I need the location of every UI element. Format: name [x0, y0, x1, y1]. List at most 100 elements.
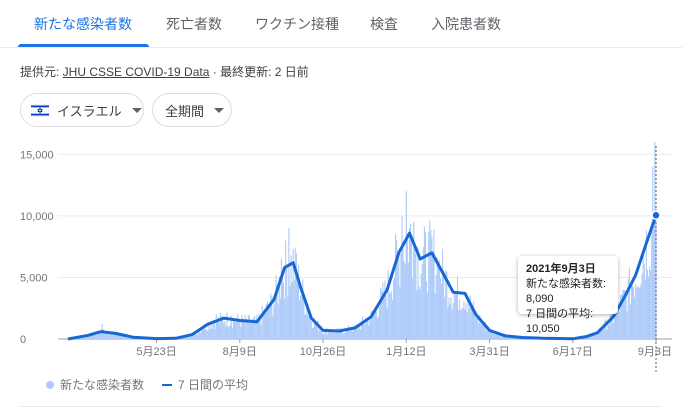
daily-bar — [464, 309, 466, 339]
daily-bar — [204, 323, 206, 339]
daily-bar — [318, 330, 320, 339]
daily-bar — [228, 326, 230, 339]
daily-bar — [115, 331, 117, 339]
daily-bar — [387, 270, 389, 339]
daily-bar — [278, 276, 280, 339]
daily-bar — [591, 333, 593, 339]
daily-bar — [349, 331, 351, 339]
daily-bar — [108, 334, 110, 339]
tab-hospitalizations[interactable]: 入院患者数 — [431, 16, 501, 32]
daily-bar — [385, 295, 387, 339]
daily-bar — [261, 305, 263, 339]
daily-bar — [116, 333, 118, 339]
daily-bar — [194, 334, 196, 339]
daily-bar-spike — [430, 242, 432, 339]
daily-bar — [351, 330, 353, 339]
y-tick-label: 5,000 — [20, 272, 48, 284]
daily-bar — [476, 311, 478, 339]
daily-bar — [87, 335, 89, 339]
daily-bar — [614, 309, 616, 339]
daily-bar — [106, 333, 109, 339]
daily-bar — [482, 324, 484, 339]
x-tick-label: 10月26日 — [300, 346, 346, 358]
daily-bar — [198, 330, 200, 339]
daily-bar-spike — [215, 314, 217, 339]
daily-bar — [623, 290, 625, 339]
tab-testing[interactable]: 検査 — [370, 16, 398, 32]
daily-bar — [471, 308, 474, 339]
daily-bar — [81, 337, 83, 339]
daily-bar — [302, 279, 304, 339]
tab-deaths[interactable]: 死亡者数 — [166, 16, 222, 32]
daily-bar — [225, 326, 227, 339]
line-legend-swatch — [162, 383, 173, 386]
daily-bar — [238, 320, 240, 339]
daily-bar — [397, 250, 399, 339]
daily-bar — [355, 324, 357, 339]
x-tick-label: 5月23日 — [136, 346, 176, 358]
country-dropdown[interactable]: イスラエル — [20, 93, 144, 127]
daily-bar — [319, 328, 321, 339]
daily-bar — [211, 328, 213, 339]
daily-bar — [423, 226, 425, 339]
daily-bar — [359, 329, 361, 339]
daily-bar — [224, 321, 226, 339]
daily-bar — [275, 275, 277, 339]
daily-bar — [270, 293, 272, 339]
daily-bar — [628, 267, 630, 339]
tab-vaccinations[interactable]: ワクチン接種 — [255, 16, 339, 32]
source-link[interactable]: JHU CSSE COVID-19 Data — [62, 65, 210, 79]
daily-bar — [207, 330, 209, 339]
daily-bar — [630, 286, 633, 339]
daily-bar — [307, 315, 309, 339]
daily-bar — [323, 333, 325, 339]
chart-tooltip: 2021年9月3日 新たな感染者数: 8,090 7 日間の平均: 10,050 — [518, 256, 618, 335]
daily-bar — [507, 336, 509, 339]
daily-bar-spike — [655, 239, 657, 339]
daily-bar — [625, 291, 627, 339]
daily-bar — [588, 335, 590, 339]
daily-bar — [436, 257, 438, 339]
tab-new-cases[interactable]: 新たな感染者数 — [34, 16, 132, 32]
daily-bar — [306, 307, 308, 339]
daily-bar — [343, 332, 345, 339]
daily-bar — [646, 269, 649, 339]
daily-bar — [375, 311, 377, 339]
daily-bar — [404, 264, 406, 339]
daily-bar — [417, 247, 419, 339]
daily-bar — [195, 332, 197, 339]
daily-bar — [456, 276, 459, 339]
daily-bar — [329, 331, 332, 339]
daily-bar — [488, 332, 491, 339]
daily-bar — [420, 273, 422, 339]
daily-bar — [474, 309, 476, 339]
daily-bar — [217, 316, 220, 339]
daily-bar — [373, 311, 375, 339]
daily-bar — [259, 319, 261, 339]
daily-bar — [197, 332, 199, 339]
daily-bar — [604, 320, 606, 339]
daily-bar — [501, 335, 503, 339]
period-dropdown[interactable]: 全期間 — [152, 93, 232, 127]
daily-bar — [633, 286, 635, 339]
daily-bar — [608, 324, 610, 339]
daily-bar — [629, 304, 631, 339]
daily-bar — [117, 335, 119, 339]
daily-bar — [121, 334, 123, 339]
cases-chart[interactable]: 0 5,000 10,000 15,000 5月23日 8月9日 10月26日 1月12日 3月… — [0, 140, 682, 372]
daily-bar — [200, 329, 202, 339]
daily-bar — [127, 337, 129, 339]
daily-bar — [274, 298, 276, 339]
daily-bar — [232, 318, 234, 339]
daily-bar — [361, 316, 364, 339]
daily-bar — [210, 324, 212, 339]
daily-bar — [613, 318, 615, 339]
daily-bar — [500, 336, 502, 339]
daily-bar-spike — [405, 191, 407, 339]
daily-bar — [495, 333, 497, 339]
daily-bar — [390, 291, 392, 339]
daily-bar — [268, 307, 270, 339]
daily-bar — [585, 337, 587, 339]
daily-bar — [649, 266, 651, 339]
daily-bar — [263, 309, 265, 339]
